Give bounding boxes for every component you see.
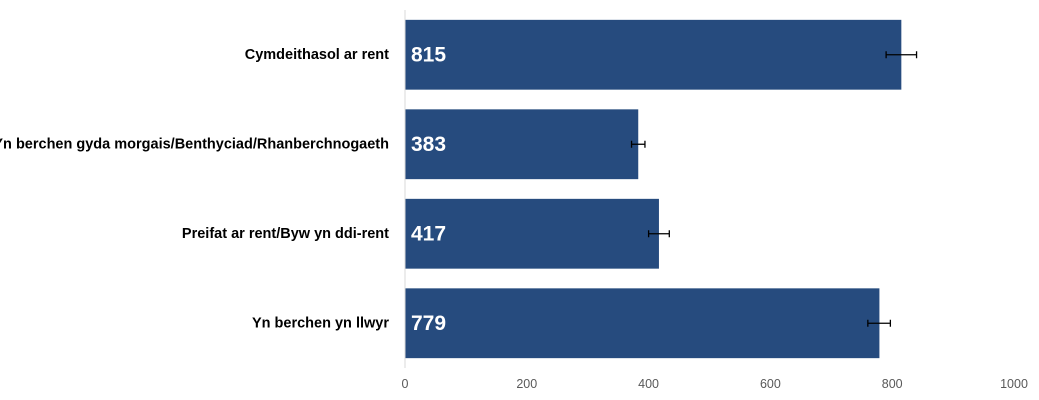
bars-layer: [405, 19, 902, 359]
error-bars-layer: [630, 51, 918, 327]
data-label: 779: [411, 312, 446, 335]
data-label: 383: [411, 133, 446, 156]
category-label: Yn berchen yn llwyr: [252, 315, 389, 331]
category-label: Yn berchen gyda morgais/Benthyciad/Rhanb…: [0, 136, 389, 152]
x-tick-label: 1000: [1000, 377, 1028, 391]
x-tick-label: 400: [638, 377, 659, 391]
x-tick-label: 200: [516, 377, 537, 391]
x-tick-label: 600: [760, 377, 781, 391]
labels-layer: 815 Cymdeithasol ar rent 383 Yn berchen gyd…: [0, 43, 446, 335]
category-label: Cymdeithasol ar rent: [245, 47, 389, 63]
bar: [405, 288, 880, 359]
data-label: 417: [411, 222, 446, 245]
category-label: Preifat ar rent/Byw yn ddi-rent: [182, 226, 389, 242]
data-label: 815: [411, 43, 446, 66]
bar: [405, 109, 639, 180]
x-tick-label: 800: [882, 377, 903, 391]
bar: [405, 19, 902, 90]
x-tick-label: 0: [402, 377, 409, 391]
x-axis-ticks: 0 200 400 600 800 1000: [402, 377, 1028, 391]
bar: [405, 198, 659, 269]
